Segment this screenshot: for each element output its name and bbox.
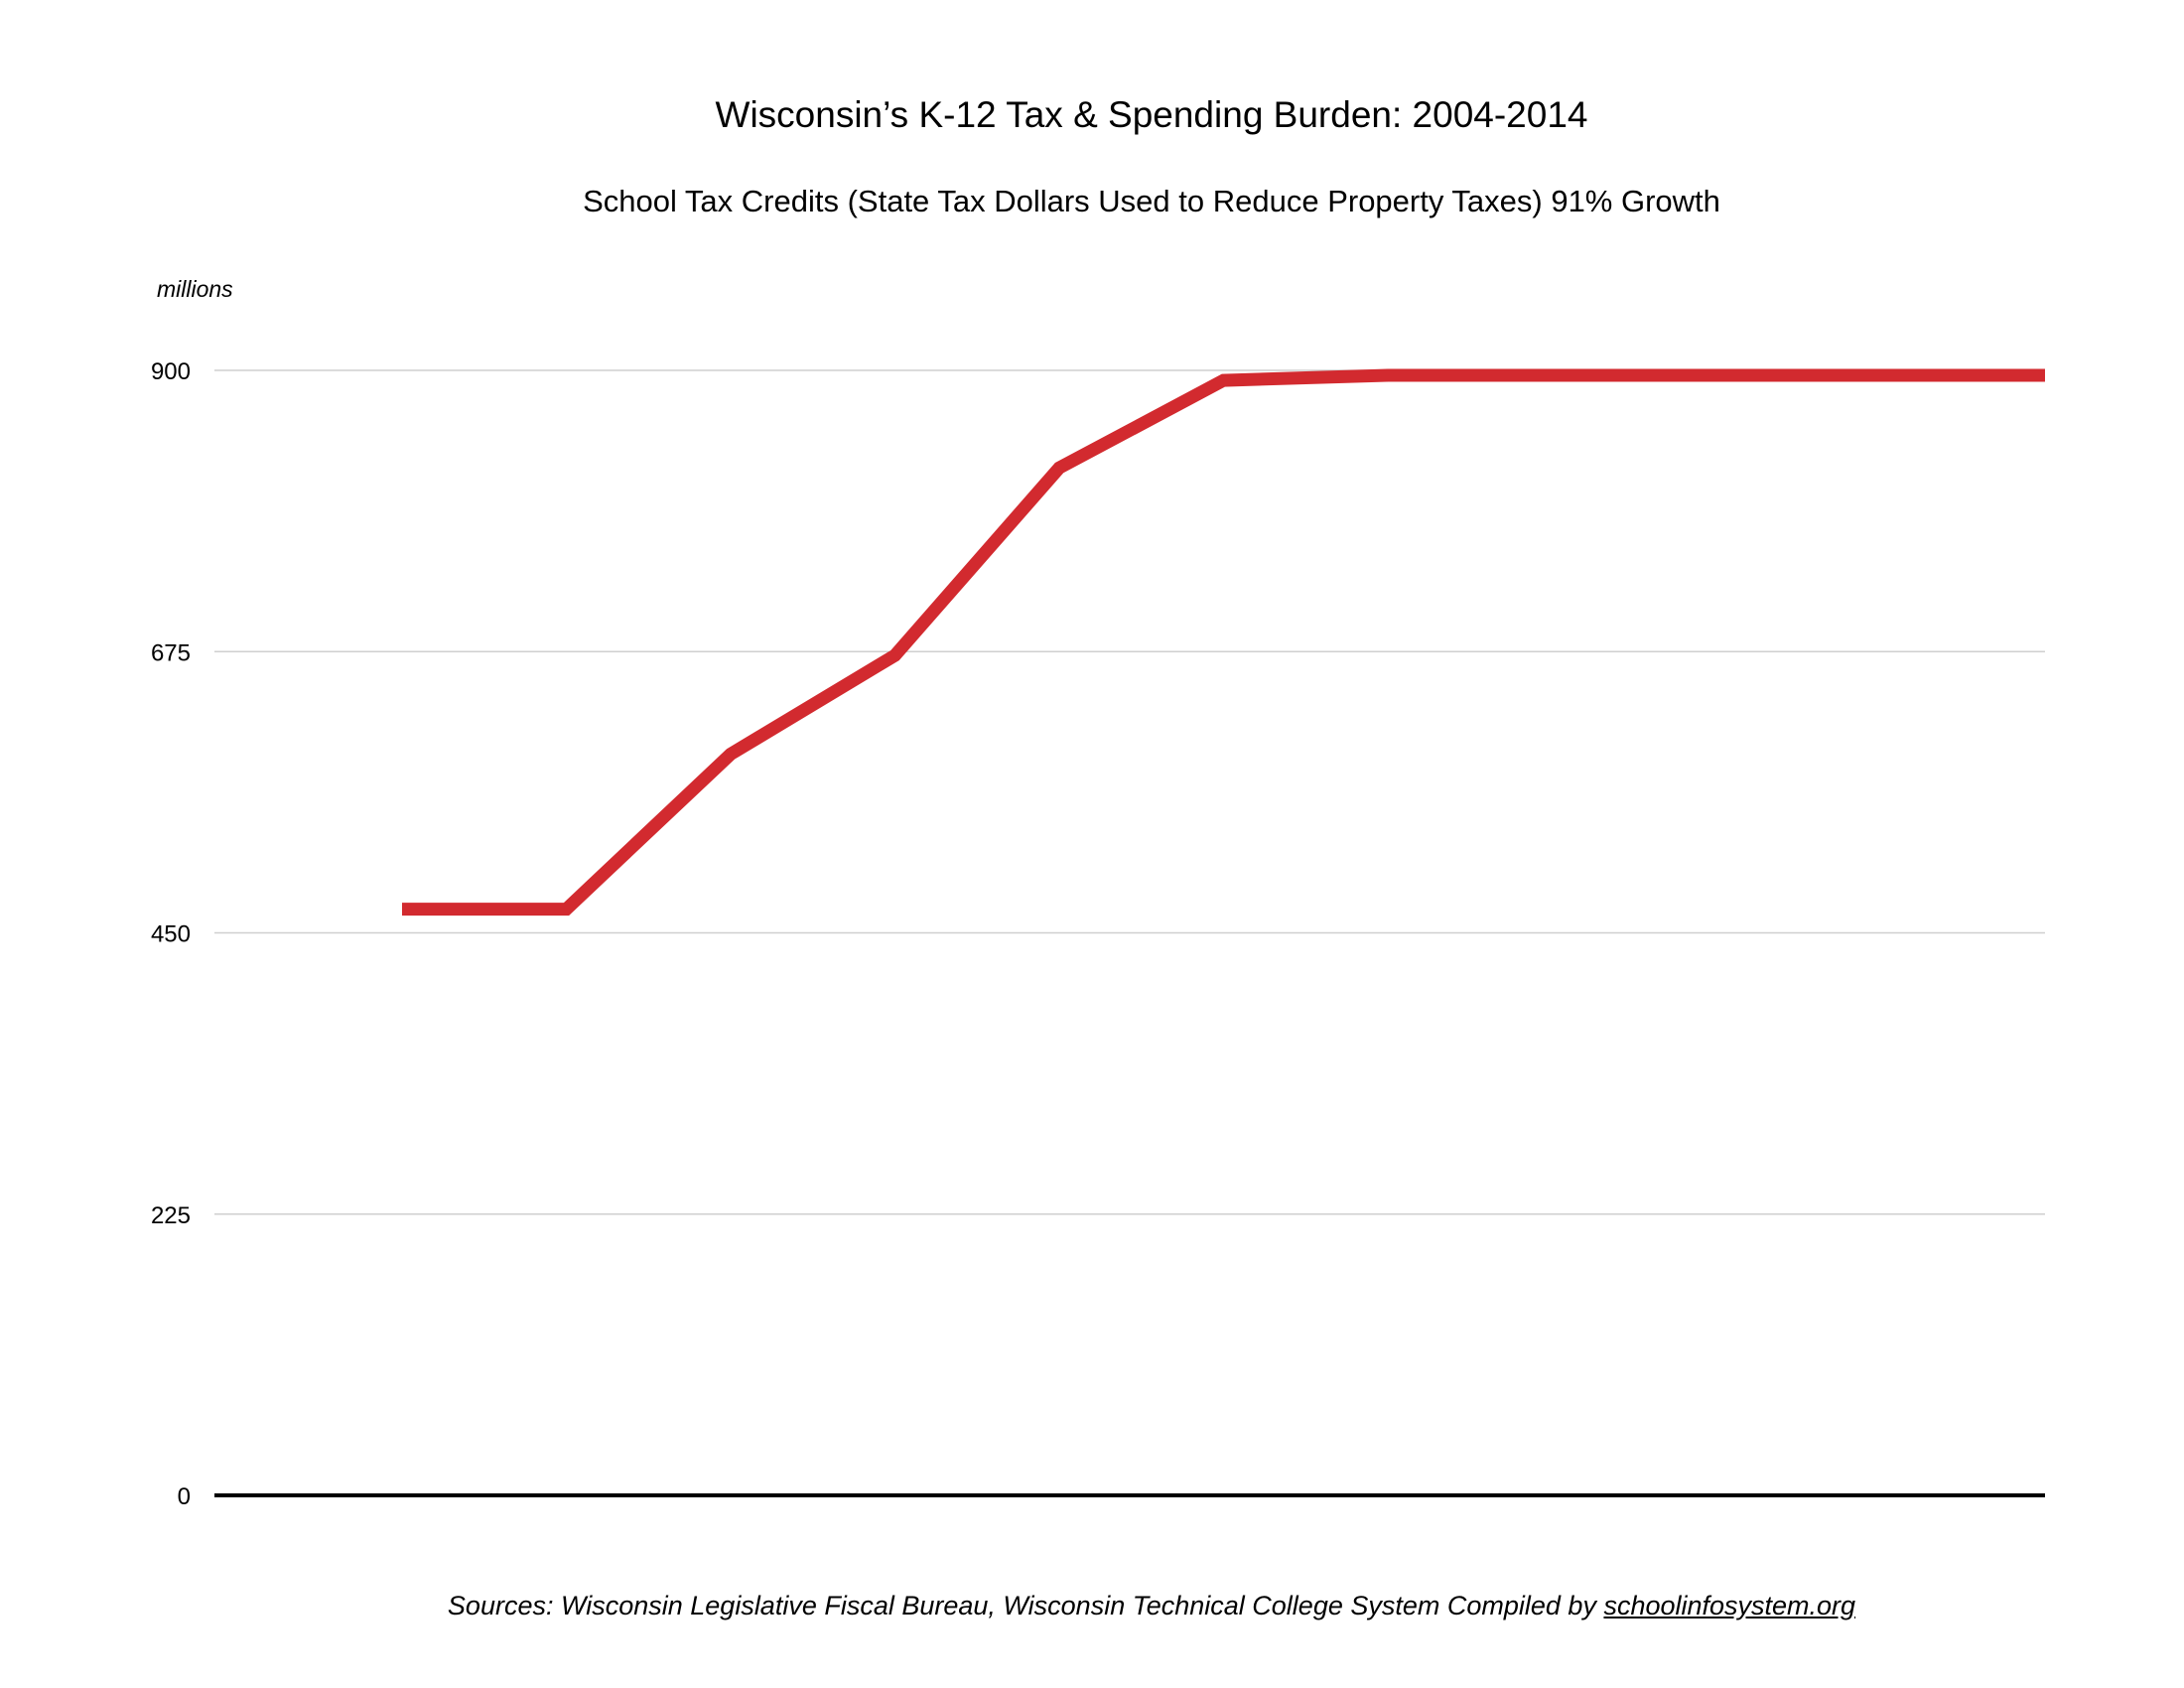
y-tick-label: 675 <box>151 639 191 666</box>
series-line <box>402 368 2045 916</box>
chart-subtitle: School Tax Credits (State Tax Dollars Us… <box>583 184 1720 218</box>
gridlines <box>214 369 2045 1215</box>
y-axis-label: millions <box>157 276 233 302</box>
y-tick-label: 225 <box>151 1202 191 1229</box>
y-tick-label: 450 <box>151 921 191 948</box>
y-tick-label: 0 <box>178 1483 191 1510</box>
y-tick-labels: 0 225 450 675 900 <box>151 358 191 1510</box>
y-tick-label: 900 <box>151 358 191 385</box>
series-group <box>401 368 2046 916</box>
sources-text: Sources: Wisconsin Legislative Fiscal Bu… <box>447 1591 1604 1620</box>
chart-title: Wisconsin’s K-12 Tax & Spending Burden: … <box>715 94 1588 135</box>
chart-footer: Sources: Wisconsin Legislative Fiscal Bu… <box>0 1588 2184 1623</box>
source-link[interactable]: schoolinfosystem.org <box>1603 1591 1856 1620</box>
